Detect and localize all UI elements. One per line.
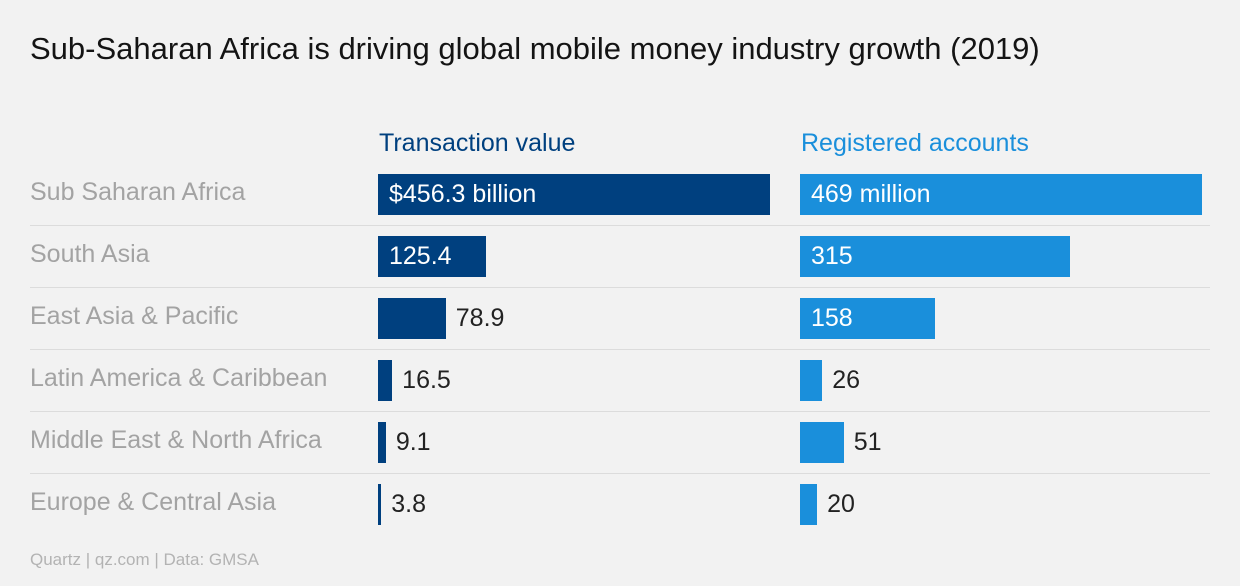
transaction-value-label: 9.1 <box>395 428 431 456</box>
category-label: East Asia & Pacific <box>30 302 239 330</box>
accounts-bar <box>800 484 818 525</box>
row-divider <box>30 349 1210 350</box>
accounts-bar <box>800 174 1202 215</box>
category-label: Latin America & Caribbean <box>30 364 328 392</box>
category-label: Sub Saharan Africa <box>30 178 246 206</box>
row-divider <box>30 225 1210 226</box>
transaction-bar <box>378 360 393 401</box>
category-label: South Asia <box>30 240 150 268</box>
row-divider <box>30 287 1210 288</box>
accounts-bar <box>800 422 844 463</box>
category-label: Middle East & North Africa <box>30 426 322 454</box>
transaction-value-label: 125.4 <box>389 242 452 270</box>
source-note: Quartz | qz.com | Data: GMSA <box>30 550 259 569</box>
chart-title: Sub-Saharan Africa is driving global mob… <box>30 31 1040 66</box>
transaction-value-label: 16.5 <box>402 366 451 394</box>
accounts-bar <box>800 298 936 339</box>
row-divider <box>30 473 1210 474</box>
transaction-bar <box>378 422 386 463</box>
transaction-bar <box>378 484 382 525</box>
accounts-bar <box>800 236 1070 277</box>
row-divider <box>30 411 1210 412</box>
accounts-value-label: 469 million <box>811 180 931 208</box>
transaction-value-label: 78.9 <box>455 304 505 332</box>
category-label: Europe & Central Asia <box>30 488 276 516</box>
transaction-bar <box>378 236 486 277</box>
transaction-value-label: $456.3 billion <box>389 180 537 208</box>
accounts-value-label: 315 <box>811 242 853 270</box>
accounts-value-label: 51 <box>853 428 882 456</box>
accounts-value-label: 26 <box>832 366 861 394</box>
accounts-value-label: 158 <box>811 304 853 332</box>
accounts-bar <box>800 360 823 401</box>
transaction-bar <box>378 174 770 215</box>
transaction-value-label: 3.8 <box>391 490 427 518</box>
transaction-value-header: Transaction value <box>379 129 576 157</box>
transaction-bar <box>378 298 446 339</box>
registered-accounts-header: Registered accounts <box>801 129 1029 157</box>
accounts-value-label: 20 <box>827 490 855 518</box>
